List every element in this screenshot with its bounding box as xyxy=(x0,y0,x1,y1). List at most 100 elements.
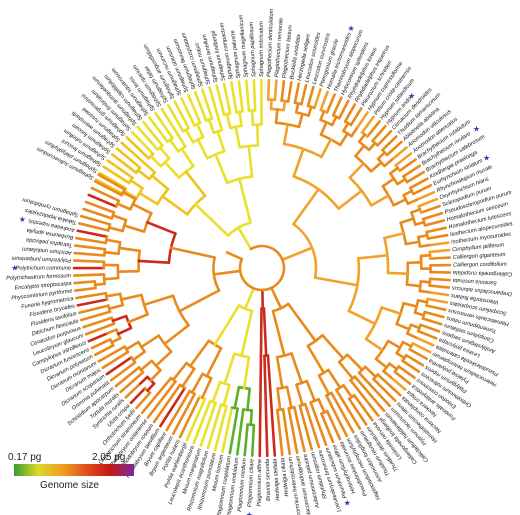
branch-line xyxy=(201,376,213,399)
branch-line xyxy=(110,153,138,174)
branch-line xyxy=(137,259,171,264)
branch-line xyxy=(404,240,421,246)
branch-line xyxy=(93,282,106,287)
branch-arc xyxy=(238,244,286,292)
branch-line xyxy=(325,409,342,441)
branch-line xyxy=(263,354,269,458)
branch-line xyxy=(171,361,188,382)
branch-line xyxy=(383,231,405,240)
branch-line xyxy=(76,229,109,238)
branch-line xyxy=(335,388,346,404)
branch-line xyxy=(163,160,181,179)
branch-line xyxy=(90,186,121,203)
genome-size-legend: 0.17 pg 2.05 pg Genome size xyxy=(6,452,138,508)
branch-line xyxy=(196,138,209,160)
branch-line xyxy=(300,83,308,106)
branch-line xyxy=(107,303,125,310)
branch-line xyxy=(388,166,399,175)
branch-line xyxy=(275,355,284,390)
branch-line xyxy=(189,339,211,368)
branch-line xyxy=(98,171,128,190)
branch-line xyxy=(102,165,131,185)
branch-line xyxy=(223,352,236,385)
branch-line xyxy=(105,292,122,298)
legend-color-bar xyxy=(14,464,134,476)
branch-line xyxy=(110,336,122,344)
branch-line xyxy=(417,233,429,239)
branch-line xyxy=(394,152,413,167)
taxon-label: Calliergon giganteum xyxy=(453,252,506,261)
branch-line xyxy=(214,153,229,185)
branch-line xyxy=(149,154,163,168)
branch-line xyxy=(93,180,123,197)
branch-line xyxy=(353,375,386,413)
branch-line xyxy=(135,391,152,410)
branch-line xyxy=(419,204,441,214)
branch-line xyxy=(116,326,133,336)
branch-line xyxy=(125,340,140,351)
branch-line xyxy=(222,383,231,407)
branch-line xyxy=(262,307,268,357)
branch-line xyxy=(319,109,326,122)
branch-line xyxy=(354,144,366,158)
branch-line xyxy=(317,374,331,396)
branch-line xyxy=(116,269,140,273)
branch-line xyxy=(414,220,426,226)
branch-line xyxy=(103,250,120,255)
branch-line xyxy=(290,352,304,385)
branch-line xyxy=(240,309,254,358)
branch-line xyxy=(199,401,217,448)
taxon-label: Braunia secunda xyxy=(265,459,272,501)
branch-line xyxy=(402,164,422,178)
branch-line xyxy=(405,332,417,339)
branch-line xyxy=(120,141,146,165)
branch-line xyxy=(124,382,142,399)
branch-line xyxy=(194,203,230,237)
branch-line xyxy=(225,251,244,261)
branch-line xyxy=(419,280,432,284)
branch-line xyxy=(90,338,112,350)
taxon-label: Hedwigia ciliata xyxy=(280,458,290,497)
branch-line xyxy=(402,301,418,308)
branch-line xyxy=(427,290,450,297)
branch-line xyxy=(150,174,170,191)
branch-line xyxy=(410,208,422,214)
branch-line xyxy=(139,375,149,385)
branch-line xyxy=(425,304,447,312)
branch-line xyxy=(376,373,402,397)
taxon-label: Plagiothecium nemorale xyxy=(274,18,285,78)
branch-line xyxy=(169,246,216,259)
branch-line xyxy=(136,125,159,151)
branch-line xyxy=(225,112,232,130)
branch-line xyxy=(416,299,429,304)
branch-line xyxy=(207,118,216,135)
branch-line xyxy=(78,304,110,315)
branch-line xyxy=(213,404,228,452)
branch-line xyxy=(84,322,116,336)
branch-line xyxy=(235,422,243,456)
branch-line xyxy=(215,84,226,117)
branch-line xyxy=(363,365,377,379)
branch-line xyxy=(383,158,393,168)
branch-line xyxy=(190,372,204,394)
branch-line xyxy=(404,353,425,367)
branch-line xyxy=(395,351,406,360)
branch-line xyxy=(408,177,429,190)
taxon-label: Polytrichum commune xyxy=(16,266,71,272)
branch-line xyxy=(216,130,226,153)
branch-line xyxy=(106,328,118,335)
branch-line xyxy=(94,178,124,196)
branch-line xyxy=(165,389,191,432)
branch-line xyxy=(105,238,122,244)
star-icon: ★ xyxy=(11,264,18,273)
branch-line xyxy=(273,79,278,102)
branch-line xyxy=(152,383,182,424)
tree-branches xyxy=(72,78,452,458)
taxon-label: Polytrichum juniperinum xyxy=(11,255,71,263)
branch-line xyxy=(159,386,187,428)
branch-line xyxy=(87,332,109,343)
branch-line xyxy=(287,302,317,343)
branch-line xyxy=(158,146,171,160)
branch-line xyxy=(140,376,173,415)
branch-line xyxy=(325,394,349,438)
